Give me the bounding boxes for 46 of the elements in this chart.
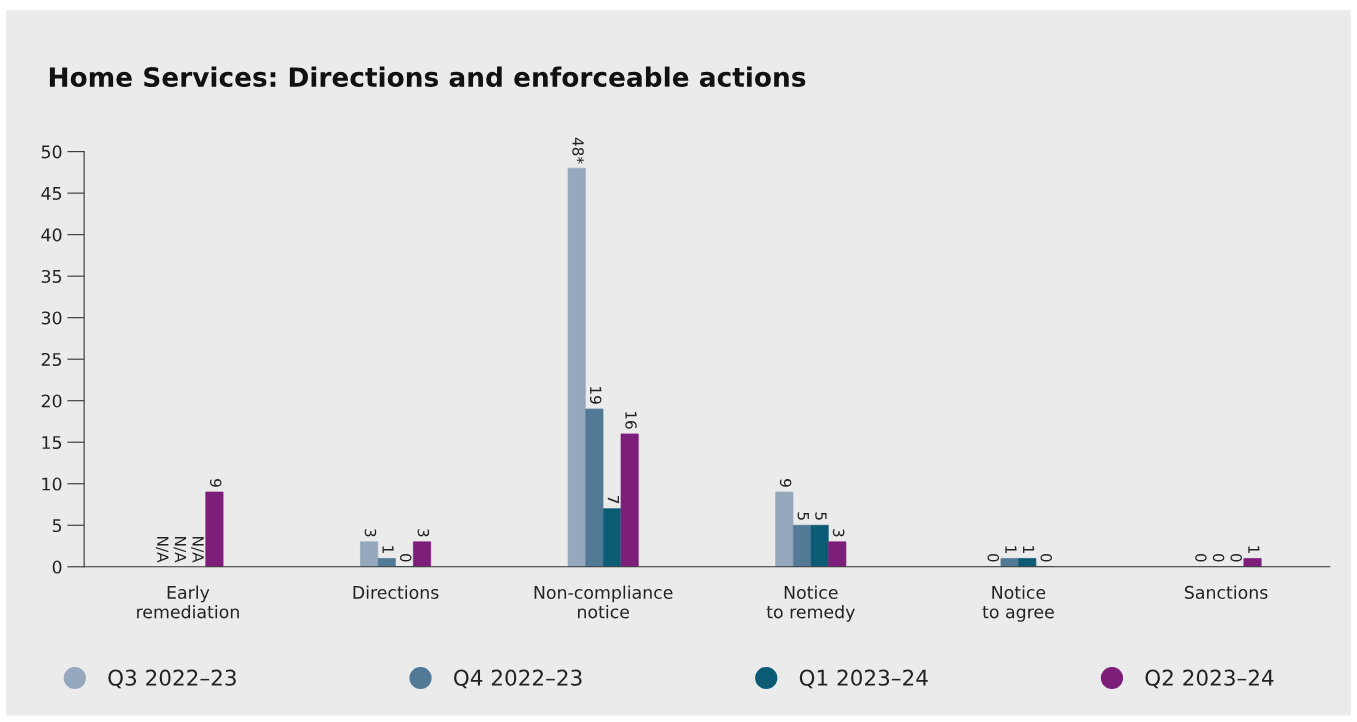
legend-label: Q3 2022–23 [108, 669, 236, 689]
legend-label: Q1 2023–24 [799, 669, 928, 689]
data-label: 0 [399, 553, 412, 562]
data-label: 3 [417, 529, 430, 537]
data-label: 1 [1248, 546, 1260, 553]
legend-label: Q4 2022–23 [454, 669, 582, 689]
text: N/A [155, 537, 169, 563]
data-label: 7 [607, 496, 619, 504]
data-label: 5 [797, 512, 809, 520]
y-tick-label: 25 [41, 352, 62, 367]
y-tick-label: 45 [41, 187, 62, 200]
data-label: 9 [209, 479, 222, 487]
x-tick-label: Sanctions [1184, 585, 1268, 599]
data-label: 19 [589, 387, 602, 404]
data-label: 0 [987, 553, 1000, 562]
data-label: 3 [364, 529, 377, 537]
data-label: 1 [1023, 546, 1035, 553]
x-tick-label: Notice to remedy [766, 585, 855, 622]
data-label: 0 [1040, 553, 1053, 562]
y-tick-label: 5 [52, 519, 62, 533]
data-label: 48* [572, 137, 584, 164]
text: N/A [173, 537, 187, 563]
data-label: 9 [779, 479, 792, 487]
y-tick-label: 50 [41, 145, 62, 159]
chart-title: Home Services: Directions and enforceable actions [49, 66, 806, 88]
data-label: 1 [382, 546, 394, 553]
y-tick-label: 0 [52, 560, 62, 574]
legend-label: Q2 2023–24 [1145, 669, 1274, 689]
data-label: 16 [625, 411, 637, 429]
x-tick-label: Notice to agree [982, 585, 1054, 622]
data-label: 1 [1005, 546, 1017, 553]
data-label: 0 [1230, 553, 1242, 562]
data-label: 3 [832, 529, 845, 537]
y-tick-label: 15 [42, 436, 62, 450]
x-tick-label: Directions [353, 585, 439, 599]
y-tick-label: 20 [41, 394, 62, 408]
x-tick-label: Early remediation [137, 585, 239, 619]
data-label: 5 [815, 512, 827, 520]
y-tick-label: 35 [41, 269, 62, 284]
text: N/A [191, 537, 204, 563]
data-label: 0 [1212, 553, 1225, 562]
data-label: 0 [1195, 553, 1207, 562]
x-tick-label: Non-compliance notice [534, 585, 673, 619]
y-tick-label: 30 [41, 311, 62, 325]
y-tick-label: 40 [41, 228, 62, 242]
y-tick-label: 10 [42, 477, 62, 491]
